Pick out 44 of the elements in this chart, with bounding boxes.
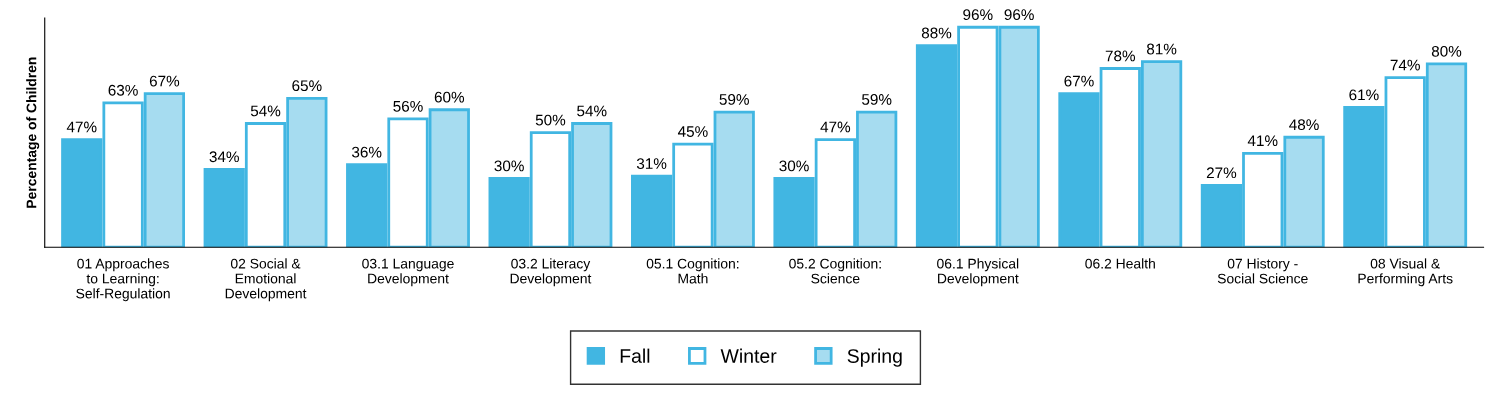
data-label: 96%	[1004, 9, 1034, 21]
x-tick-label: 01 Approaches to Learning: Self-Regulation	[76, 258, 170, 302]
data-label: 59%	[862, 94, 892, 105]
x-tick-label: 06.1 Physical Development	[937, 258, 1019, 287]
y-axis-title: Percentage of Children	[26, 57, 40, 208]
data-label: 56%	[393, 100, 423, 112]
x-tick-label: 03.2 Literacy Development	[510, 258, 592, 287]
data-label: 65%	[292, 80, 322, 92]
data-label: 54%	[577, 105, 607, 117]
data-label: 41%	[1247, 135, 1278, 147]
data-label: 31%	[636, 158, 667, 170]
data-label: 80%	[1431, 45, 1462, 57]
data-label: 78%	[1105, 50, 1136, 62]
legend-label: Winter	[720, 348, 777, 363]
x-tick-label: 06.2 Health	[1085, 258, 1155, 269]
data-label: 59%	[719, 94, 749, 105]
data-label: 67%	[149, 75, 180, 87]
x-tick-label: 07 History - Social Science	[1217, 258, 1308, 284]
data-label: 88%	[921, 27, 952, 39]
x-tick-label: 05.1 Cognition: Math	[646, 258, 739, 284]
data-label: 74%	[1390, 59, 1420, 71]
data-label: 47%	[820, 121, 851, 133]
data-label: 54%	[250, 105, 281, 117]
data-label: 48%	[1289, 119, 1319, 131]
legend-label: Fall	[620, 348, 650, 363]
data-label: 63%	[108, 84, 138, 96]
data-label: 45%	[677, 126, 708, 137]
data-label: 96%	[963, 9, 993, 21]
data-label: 30%	[494, 160, 524, 172]
data-label: 50%	[535, 114, 566, 126]
data-label: 30%	[779, 160, 809, 172]
data-label: 81%	[1146, 43, 1177, 55]
data-label: 61%	[1349, 89, 1379, 101]
x-tick-label: 02 Social & Emotional Development	[225, 258, 307, 302]
legend-label: Spring	[847, 348, 902, 367]
data-label: 47%	[66, 121, 97, 133]
x-tick-label: 05.2 Cognition: Science	[789, 258, 881, 284]
x-tick-label: 08 Visual & Performing Arts	[1358, 258, 1453, 287]
data-label: 60%	[434, 91, 465, 103]
data-label: 34%	[209, 151, 239, 163]
data-label: 27%	[1206, 167, 1237, 179]
x-tick-label: 03.1 Language Development	[362, 258, 454, 287]
data-label: 67%	[1064, 75, 1094, 87]
data-label: 36%	[351, 146, 382, 158]
